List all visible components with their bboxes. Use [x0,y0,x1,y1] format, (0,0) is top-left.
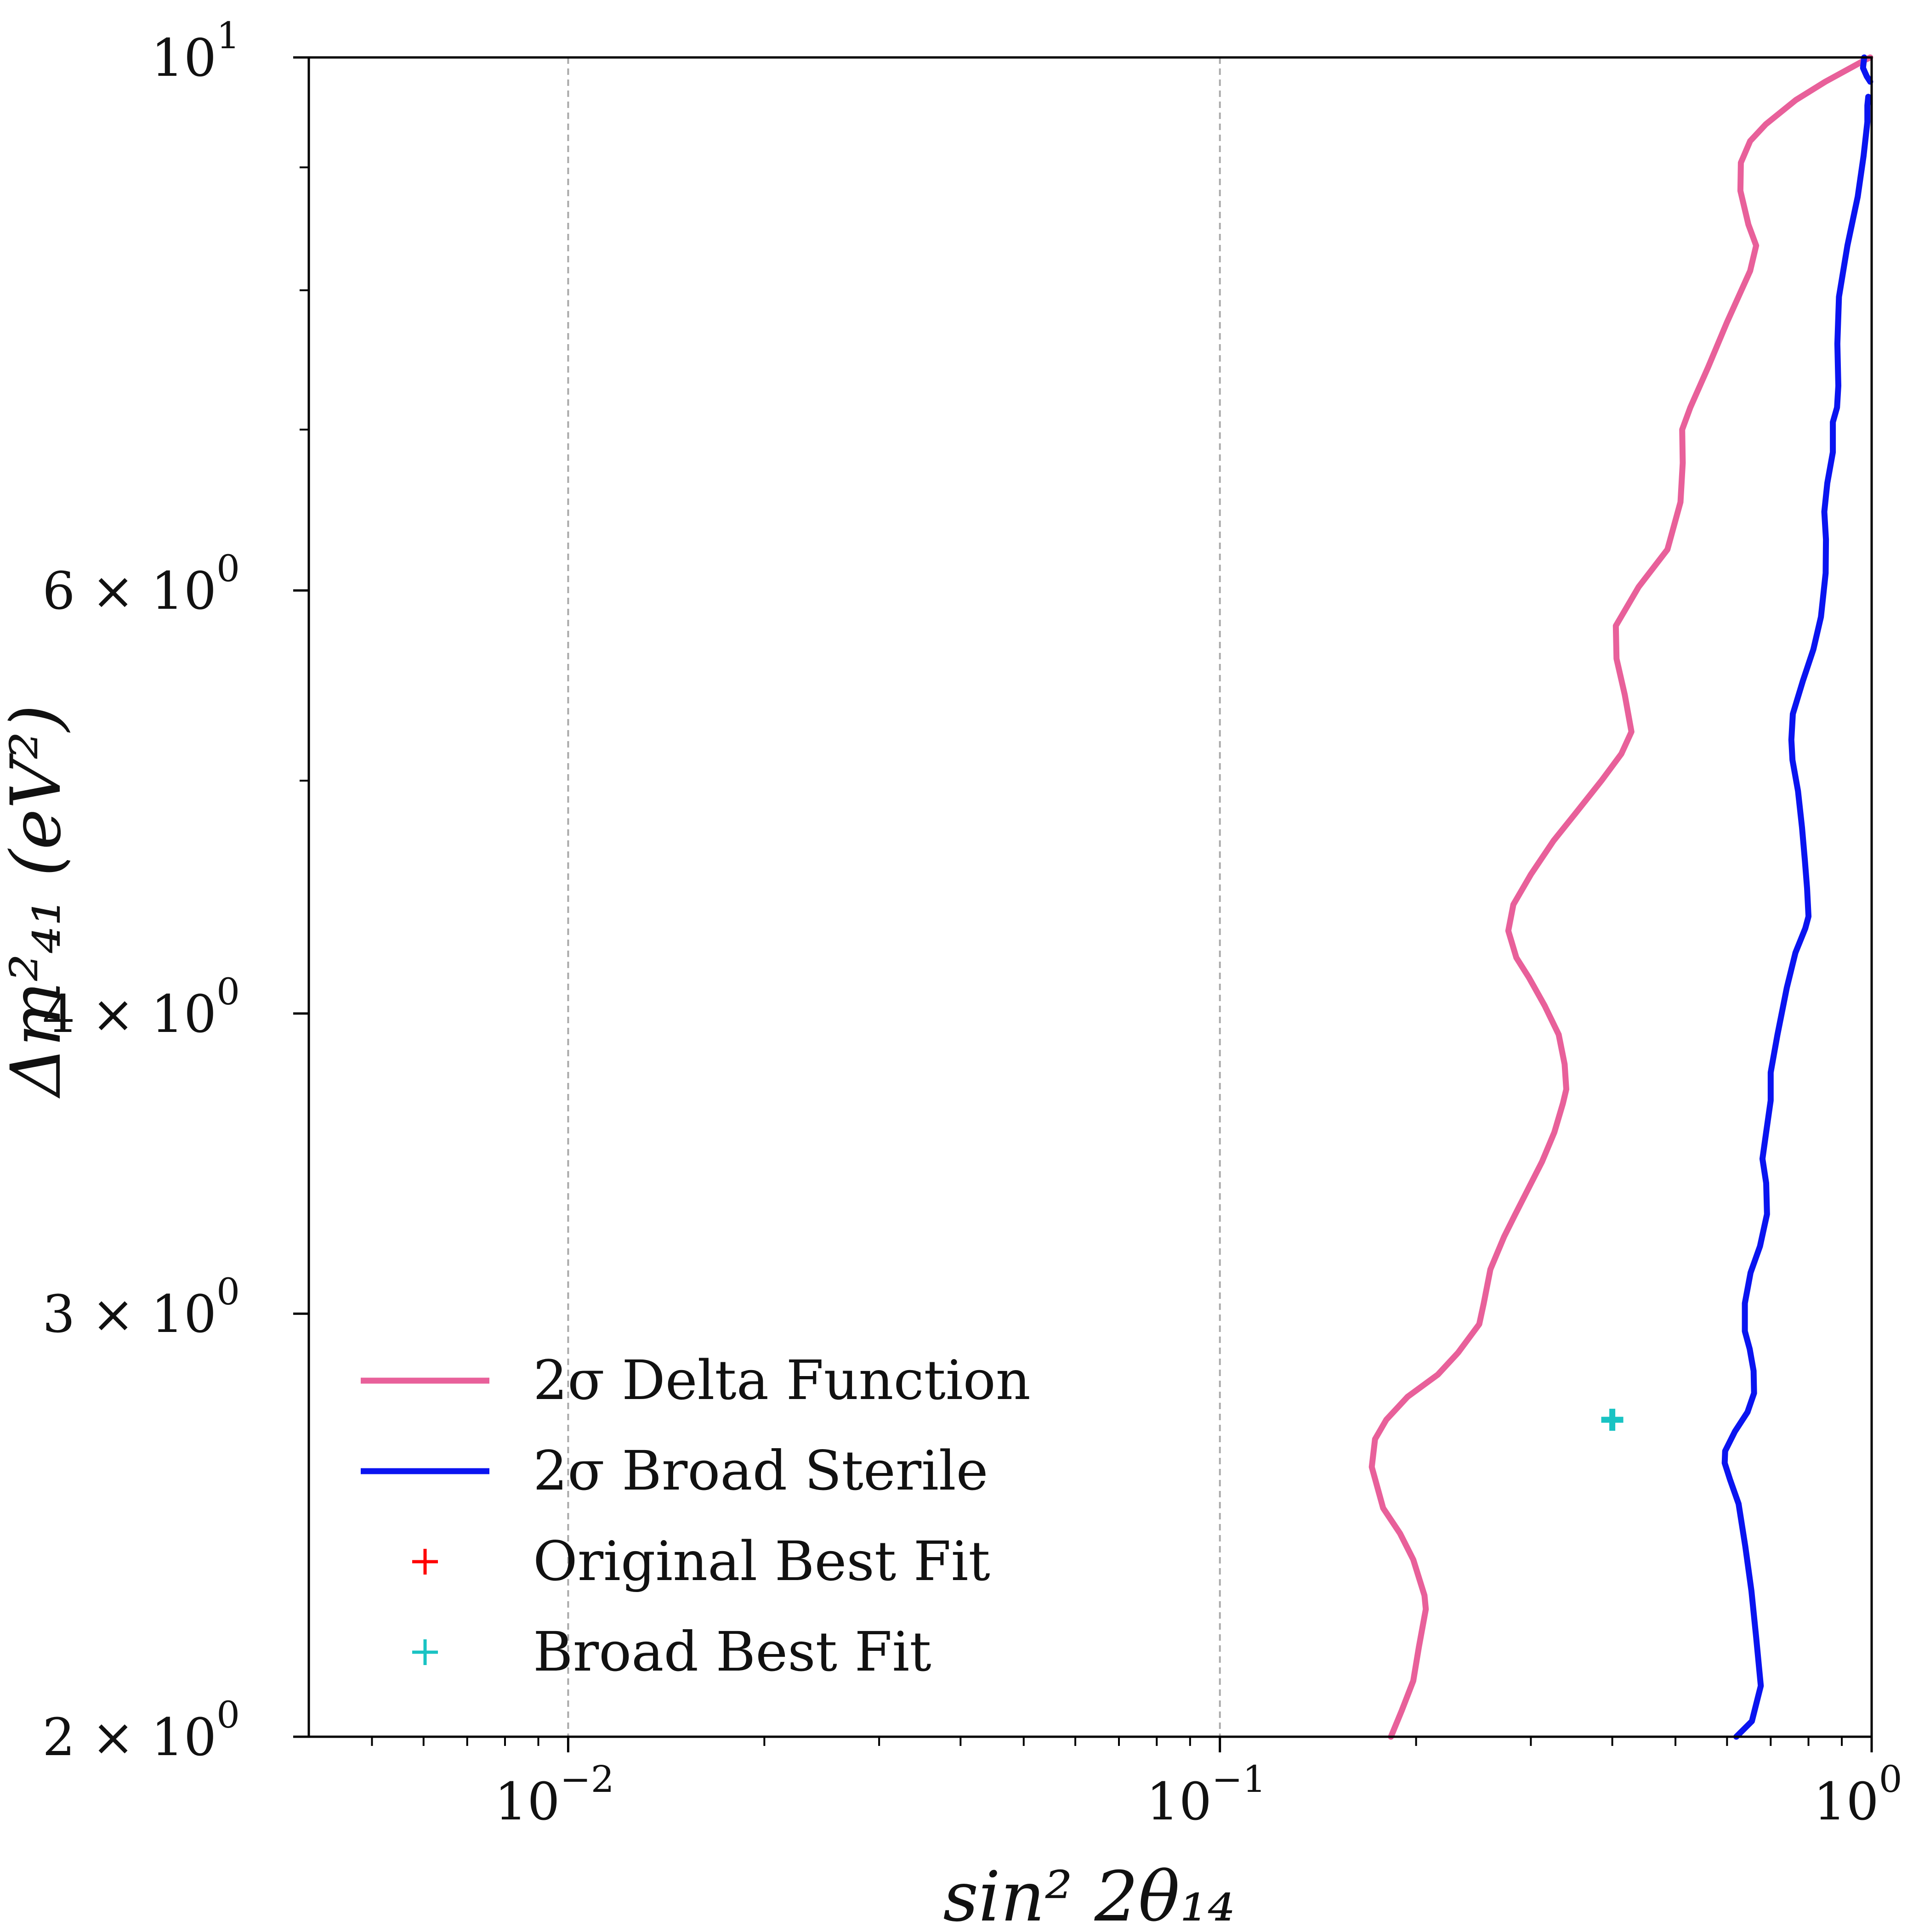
label-layer: sin² 2θ₁₄ Δm²₄₁ (eV²) [0,705,1235,1932]
series-line-1 [1721,94,1872,1740]
y-tick-label: 3 × 100 [42,1270,240,1344]
x-tick-label: 10−2 [494,1758,614,1832]
y-tick-label-exponent: 1 [216,14,240,57]
y-tick-label-exponent: 0 [216,547,240,590]
y-axis-label: Δm²₄₁ (eV²) [0,705,76,1099]
series-line-2 [1860,54,1873,85]
grid-layer [567,57,1221,1737]
legend-label: Original Best Fit [533,1530,990,1593]
series-layer [1368,54,1873,1740]
axes-frame [307,56,1873,1738]
x-tick-label: 100 [1813,1758,1902,1832]
legend-label: 2σ Broad Sterile [533,1439,988,1502]
best-fit-marker [1601,1409,1623,1431]
x-tick-label-exponent: −1 [1212,1758,1266,1801]
legend-label: Broad Best Fit [533,1620,931,1683]
y-tick-label-exponent: 0 [216,1270,240,1313]
x-tick-label: 10−1 [1146,1758,1266,1832]
y-tick-label: 101 [151,14,240,88]
legend-label: 2σ Delta Function [533,1348,1031,1412]
x-tick-label-exponent: −2 [560,1758,614,1801]
y-tick-label-exponent: 0 [216,1694,240,1736]
y-tick-label-exponent: 0 [216,970,240,1013]
legend-marker-swatch [412,1639,438,1665]
series-line-0 [1368,54,1873,1740]
x-tick-label-exponent: 0 [1879,1758,1902,1801]
legend: 2σ Delta Function 2σ Broad Sterile Origina… [361,1348,1031,1683]
y-tick-label: 2 × 100 [42,1694,240,1768]
y-tick-label: 6 × 100 [42,547,240,621]
legend-marker-swatch [412,1549,438,1575]
x-axis-label: sin² 2θ₁₄ [943,1857,1235,1930]
